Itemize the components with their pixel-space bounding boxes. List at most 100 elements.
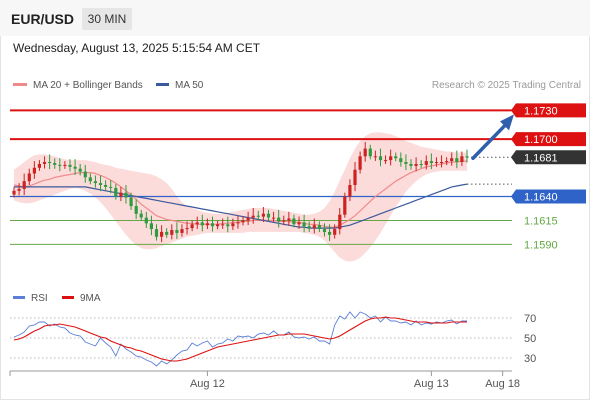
candle-body: [266, 213, 271, 218]
ma50-line: [14, 183, 468, 229]
candle-body: [282, 220, 286, 222]
candle: [73, 159, 77, 175]
rsi-tick-30: 30: [524, 353, 536, 365]
candle: [317, 221, 321, 233]
candle-body: [302, 222, 306, 227]
projection-arrow-head: [500, 114, 514, 131]
rsi-tick-70: 70: [524, 313, 536, 325]
candle-body: [175, 230, 179, 233]
candle: [231, 218, 235, 231]
arrow-layer: [471, 114, 514, 161]
price-tag-text-1.1730: 1.1730: [524, 105, 558, 117]
candle: [389, 149, 393, 166]
levels-layer: [10, 109, 512, 245]
candle-body: [389, 156, 393, 161]
candle: [22, 173, 26, 195]
candle: [333, 224, 337, 239]
candle: [48, 154, 52, 170]
moving-averages-layer: [13, 160, 468, 229]
candle: [302, 214, 306, 233]
ma20-legend-label: MA 20 + Bollinger Bands: [33, 80, 143, 91]
candle: [149, 215, 153, 236]
candle: [455, 150, 459, 169]
candle: [373, 150, 377, 161]
candle-body: [114, 187, 118, 197]
candle: [419, 160, 423, 168]
candle-body: [12, 190, 16, 195]
candle: [338, 207, 342, 235]
candle: [27, 168, 31, 186]
candle-body: [221, 224, 225, 226]
candle: [53, 158, 57, 169]
candle: [328, 224, 332, 241]
price-label-1.1615: 1.1615: [524, 215, 558, 227]
candle-body: [83, 171, 87, 178]
candles-layer: [12, 141, 469, 243]
candle-body: [134, 206, 138, 214]
candle: [78, 163, 82, 176]
candle: [287, 211, 291, 226]
rsi-swatch: [13, 295, 25, 299]
candle-body: [440, 162, 444, 163]
candle: [216, 220, 220, 230]
candle: [445, 157, 449, 166]
candle: [378, 148, 383, 167]
candle: [88, 173, 92, 185]
ma50-legend-label: MA 50: [175, 80, 204, 91]
candle-body: [236, 222, 240, 224]
candle: [394, 152, 398, 162]
candle-body: [368, 148, 372, 157]
price-tag-1.1681: [511, 150, 586, 165]
candle-body: [78, 168, 82, 172]
projection-arrow-shaft: [471, 122, 508, 161]
candle-body: [404, 162, 408, 164]
price-label-1.1590: 1.1590: [524, 239, 558, 251]
candle-body: [205, 223, 209, 226]
rsi-ma-swatch: [62, 295, 74, 299]
candle-body: [246, 217, 250, 221]
candle: [42, 156, 47, 169]
candle: [261, 207, 265, 222]
candle-body: [348, 185, 352, 197]
candle-body: [353, 169, 357, 185]
candle-body: [328, 231, 332, 235]
candle: [343, 192, 347, 218]
rsi-legend-label: RSI: [31, 293, 48, 304]
candle: [409, 159, 413, 170]
price-tag-1.1700: [511, 132, 586, 147]
candle-body: [378, 156, 383, 161]
candle: [124, 185, 128, 204]
candle-body: [58, 164, 62, 166]
candle: [165, 228, 169, 238]
candle-body: [154, 229, 159, 237]
candle: [460, 151, 464, 166]
candle: [205, 218, 209, 230]
candle: [109, 180, 113, 194]
candle-body: [48, 162, 52, 163]
candle: [236, 215, 240, 229]
rsi-tick-50: 50: [524, 333, 536, 345]
candle: [246, 211, 250, 226]
candle-body: [165, 231, 169, 235]
candle: [440, 155, 444, 168]
candle-body: [42, 162, 47, 164]
candle-body: [32, 167, 36, 174]
candle-body: [231, 223, 235, 227]
timeframe-button[interactable]: 30 MIN: [82, 8, 132, 30]
candle: [104, 180, 108, 191]
legend-9ma: 9MA: [62, 293, 101, 304]
price-tags-layer: 1.1730 1.1700 1.1681 1.1640 1.1615 1.1590: [511, 103, 586, 251]
candle-body: [139, 213, 143, 218]
candle: [119, 186, 123, 202]
candle: [256, 210, 260, 221]
candle: [429, 153, 433, 170]
candle: [134, 199, 138, 220]
candle: [98, 175, 103, 192]
candle: [139, 209, 143, 221]
candle-body: [226, 224, 230, 227]
price-tag-text-1.1640: 1.1640: [524, 192, 558, 204]
candle: [322, 223, 327, 237]
candle-body: [307, 226, 311, 229]
datetime-label: Wednesday, August 13, 2025 5:15:54 AM CE…: [13, 41, 261, 55]
candle-body: [429, 161, 433, 163]
